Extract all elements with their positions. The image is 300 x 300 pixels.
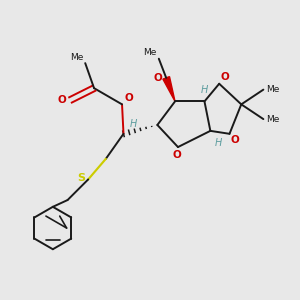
Text: H: H	[130, 118, 137, 128]
Text: O: O	[57, 95, 66, 105]
Text: S: S	[77, 173, 85, 183]
Text: Me: Me	[266, 115, 279, 124]
Text: H: H	[215, 138, 222, 148]
Text: Me: Me	[266, 85, 279, 94]
Text: Me: Me	[143, 48, 157, 57]
Text: O: O	[172, 150, 181, 160]
Text: H: H	[201, 85, 208, 95]
Text: Me: Me	[70, 53, 84, 62]
Text: O: O	[124, 93, 133, 103]
Text: O: O	[154, 73, 163, 83]
Polygon shape	[163, 76, 175, 101]
Text: O: O	[221, 72, 230, 82]
Text: O: O	[231, 135, 240, 145]
